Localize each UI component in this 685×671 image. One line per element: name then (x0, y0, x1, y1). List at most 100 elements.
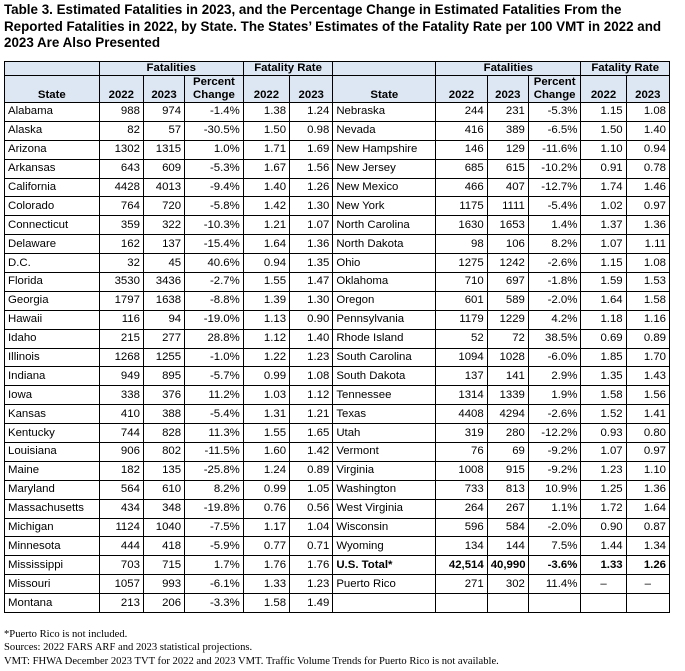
cell-fatalities-2022: 244 (435, 102, 488, 122)
cell-rate-2022: 0.90 (580, 517, 627, 538)
cell-fatalities-2022: 564 (98, 479, 144, 500)
cell-fatalities-2022: 601 (435, 290, 488, 311)
table-row: Maine 182 135 -25.8% 1.24 0.89 Virginia 1008 915… (4, 460, 671, 481)
table-row: Michigan 1124 1040 -7.5% 1.17 1.04 Wisconsin 59… (4, 517, 671, 538)
cell-rate-2023: 1.42 (289, 442, 334, 462)
cell-state: Nebraska (332, 102, 437, 122)
cell-state: North Carolina (332, 215, 437, 236)
cell-rate-2023: 1.12 (289, 385, 334, 406)
cell-fatalities-2023: 302 (486, 574, 529, 595)
cell-percent-change: 40.6% (184, 253, 244, 274)
cell-rate-2023: 1.30 (289, 196, 334, 217)
header-2023: 2023 (486, 75, 529, 103)
cell-percent-change: 2.9% (527, 366, 582, 387)
cell-state: Rhode Island (332, 328, 437, 349)
cell-fatalities-2023: 1040 (142, 517, 186, 538)
cell-rate-2022: 1.38 (242, 102, 291, 122)
header-fatalities-right: Fatalities (435, 61, 582, 76)
cell-state: Minnesota (4, 536, 100, 557)
cell-percent-change: -6.0% (527, 347, 582, 368)
cell-rate-2023: 1.26 (625, 555, 671, 576)
cell-fatalities-2023: 106 (486, 234, 529, 255)
cell-percent-change: -1.0% (184, 347, 244, 368)
cell-rate-2022: 1.10 (580, 139, 627, 160)
cell-fatalities-2022: 1057 (98, 574, 144, 595)
cell-rate-2023: 0.78 (625, 158, 671, 179)
table-row: Montana 213 206 -3.3% 1.58 1.49 (4, 593, 671, 614)
cell-state: Maine (4, 460, 100, 481)
cell-fatalities-2023: 974 (142, 102, 186, 122)
cell-rate-2023: 0.87 (625, 517, 671, 538)
cell-rate-2023: 1.56 (625, 385, 671, 406)
cell-rate-2023: 1.11 (625, 234, 671, 255)
footnote-vmt: VMT: FHWA December 2023 TVT for 2022 and… (4, 655, 499, 667)
cell-rate-2022: – (580, 574, 627, 595)
cell-rate-2022: 1.31 (242, 404, 291, 425)
cell-state: Connecticut (4, 215, 100, 236)
cell-state: New Hampshire (332, 139, 437, 160)
table-row: Arizona 1302 1315 1.0% 1.71 1.69 New Hampshire… (4, 139, 671, 160)
cell-fatalities-2022: 1094 (435, 347, 488, 368)
cell-rate-2023: 0.98 (289, 120, 334, 141)
cell-fatalities-2022: 359 (98, 215, 144, 236)
cell-fatalities-2022: 733 (435, 479, 488, 500)
header-rate-right: Fatality Rate (580, 61, 670, 76)
cell-fatalities-2022: 1175 (435, 196, 488, 217)
table-row: Alabama 988 974 -1.4% 1.38 1.24 Nebraska 244 231… (4, 102, 671, 122)
cell-rate-2022: 0.76 (242, 498, 291, 519)
cell-percent-change: 1.9% (527, 385, 582, 406)
cell-state: Illinois (4, 347, 100, 368)
cell-rate-2023: 1.46 (625, 177, 671, 198)
cell-percent-change: -9.2% (527, 442, 582, 462)
cell-rate-2023: 1.40 (625, 120, 671, 141)
cell-fatalities-2022: 76 (435, 442, 488, 462)
cell-state: U.S. Total* (332, 555, 437, 576)
cell-percent-change: 38.5% (527, 328, 582, 349)
cell-rate-2022: 1.12 (242, 328, 291, 349)
cell-rate-2023: 1.08 (289, 366, 334, 387)
table-row: Connecticut 359 322 -10.3% 1.21 1.07 North Car… (4, 215, 671, 236)
cell-percent-change: -9.2% (527, 460, 582, 481)
cell-state: Texas (332, 404, 437, 425)
table-row: Massachusetts 434 348 -19.8% 0.76 0.56 West Vi… (4, 498, 671, 519)
cell-percent-change: -2.7% (184, 272, 244, 292)
cell-fatalities-2023: 280 (486, 423, 529, 444)
cell-rate-2023: – (625, 574, 671, 595)
cell-rate-2023: 0.97 (625, 196, 671, 217)
cell-rate-2022: 1.85 (580, 347, 627, 368)
cell-rate-2022: 1.55 (242, 423, 291, 444)
cell-percent-change: -19.0% (184, 309, 244, 330)
table-row: Maryland 564 610 8.2% 0.99 1.05 Washington 733 8… (4, 479, 671, 500)
cell-percent-change: -5.8% (184, 196, 244, 217)
table-row: Georgia 1797 1638 -8.8% 1.39 1.30 Oregon 601 589… (4, 290, 671, 311)
cell-percent-change: -5.4% (527, 196, 582, 217)
cell-rate-2023: 1.65 (289, 423, 334, 444)
cell-rate-2022: 1.76 (242, 555, 291, 576)
cell-rate-2023: 1.21 (289, 404, 334, 425)
cell-rate-2022: 1.33 (580, 555, 627, 576)
header-row-bottom: State 2022 2023 Percent Change 2022 2023… (4, 75, 671, 103)
header-2023: 2023 (142, 75, 186, 103)
cell-percent-change: -12.7% (527, 177, 582, 198)
cell-percent-change: -2.0% (527, 517, 582, 538)
cell-state: New Jersey (332, 158, 437, 179)
cell-state: Louisiana (4, 442, 100, 462)
cell-rate-2022: 1.13 (242, 309, 291, 330)
cell-percent-change: 10.9% (527, 479, 582, 500)
cell-rate-2022: 1.64 (580, 290, 627, 311)
cell-percent-change: -19.8% (184, 498, 244, 519)
cell-rate-2022: 1.58 (242, 593, 291, 614)
cell-state: Delaware (4, 234, 100, 255)
cell-percent-change: -9.4% (184, 177, 244, 198)
table-row: Mississippi 703 715 1.7% 1.76 1.76 U.S. Total*… (4, 555, 671, 576)
cell-percent-change: -30.5% (184, 120, 244, 141)
cell-fatalities-2022: 264 (435, 498, 488, 519)
cell-rate-2022: 1.64 (242, 234, 291, 255)
cell-state: Kentucky (4, 423, 100, 444)
cell-rate-2023: 1.26 (289, 177, 334, 198)
cell-fatalities-2022: 434 (98, 498, 144, 519)
cell-fatalities-2023: 589 (486, 290, 529, 311)
cell-state: Vermont (332, 442, 437, 462)
empty-cell (486, 593, 529, 614)
table-row: California 4428 4013 -9.4% 1.40 1.26 New Mexic… (4, 177, 671, 198)
